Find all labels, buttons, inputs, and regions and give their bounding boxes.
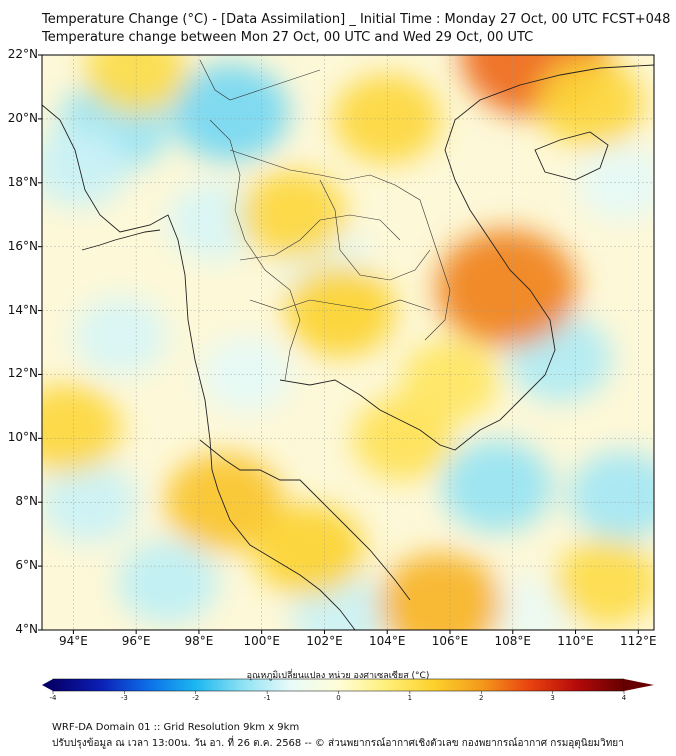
anomaly-blob xyxy=(554,538,654,626)
anomaly-blob xyxy=(165,453,283,552)
anomaly-blob xyxy=(435,229,578,347)
lon-tick-label: 112°E xyxy=(620,634,657,648)
colorbar-tick-label: 0 xyxy=(336,694,341,702)
lat-tick-label: 18°N xyxy=(7,174,38,189)
colorbar-min-extend xyxy=(42,679,53,691)
colorbar-tick-label: -1 xyxy=(263,694,271,702)
anomaly-blob xyxy=(171,63,290,162)
lat-tick-label: 10°N xyxy=(7,430,38,445)
anomaly-blob xyxy=(117,540,218,625)
anomaly-blob xyxy=(484,577,573,630)
footer-domain-info: WRF-DA Domain 01 :: Grid Resolution 9km … xyxy=(52,722,300,733)
colorbar-tick-label: -3 xyxy=(120,694,128,702)
anomaly-blob xyxy=(284,264,396,357)
anomaly-blob xyxy=(42,383,121,474)
colorbar-tick-label: 2 xyxy=(479,694,484,702)
colorbar-tick-label: 4 xyxy=(621,694,627,702)
chart-title: Temperature Change (°C) - [Data Assimila… xyxy=(42,12,671,27)
colorbar-label: อุณหภูมิเปลี่ยนแปลง หน่วย องศาเซลเซียส (… xyxy=(246,671,430,681)
lon-tick-label: 110°E xyxy=(557,634,594,648)
admin-borders xyxy=(199,59,451,381)
lon-tick-label: 102°E xyxy=(306,634,343,648)
lon-tick-label: 108°E xyxy=(494,634,532,648)
lon-tick-label: 100°E xyxy=(243,634,280,648)
lon-tick-label: 98°E xyxy=(184,634,214,648)
anomaly-blob xyxy=(42,126,129,208)
anomaly-blob xyxy=(378,552,503,630)
graticule xyxy=(42,55,654,630)
lat-tick-label: 16°N xyxy=(7,238,38,253)
anomaly-blob xyxy=(537,58,645,148)
lat-tick-label: 22°N xyxy=(7,47,38,61)
lon-tick-label: 96°E xyxy=(121,634,151,648)
colorbar-tick-label: -4 xyxy=(49,694,57,702)
lat-tick-label: 8°N xyxy=(15,494,38,509)
anomaly-blob xyxy=(84,55,189,115)
lat-tick-label: 12°N xyxy=(7,366,38,381)
plot-frame xyxy=(41,54,655,631)
lon-tick-label: 106°E xyxy=(431,634,469,648)
anomaly-blob xyxy=(253,503,365,597)
lat-tick-label: 14°N xyxy=(7,302,38,317)
colorbar-tick-label: -2 xyxy=(192,694,200,702)
footer-update-info: ปรับปรุงข้อมูล ณ เวลา 13:00น. วัน อา. ที… xyxy=(52,738,624,749)
anomaly-blob xyxy=(568,451,654,541)
anomaly-blob xyxy=(42,461,138,543)
lon-tick-label: 94°E xyxy=(58,634,88,648)
anomaly-blob xyxy=(73,296,168,376)
lat-tick-label: 20°N xyxy=(7,110,38,125)
anomaly-blob xyxy=(239,169,347,260)
colorbar-tick-label: 1 xyxy=(407,694,413,702)
coastlines xyxy=(42,64,654,630)
lon-tick-label: 104°E xyxy=(368,634,406,648)
colorbar-max-extend xyxy=(624,679,654,691)
colorbar-tick-label: 3 xyxy=(550,694,555,702)
lat-tick-label: 6°N xyxy=(15,558,38,573)
anomaly-blob xyxy=(441,440,553,533)
lat-tick-label: 4°N xyxy=(15,622,38,636)
anomaly-blob xyxy=(167,181,262,261)
chart-subtitle: Temperature change between Mon 27 Oct, 0… xyxy=(42,30,534,45)
